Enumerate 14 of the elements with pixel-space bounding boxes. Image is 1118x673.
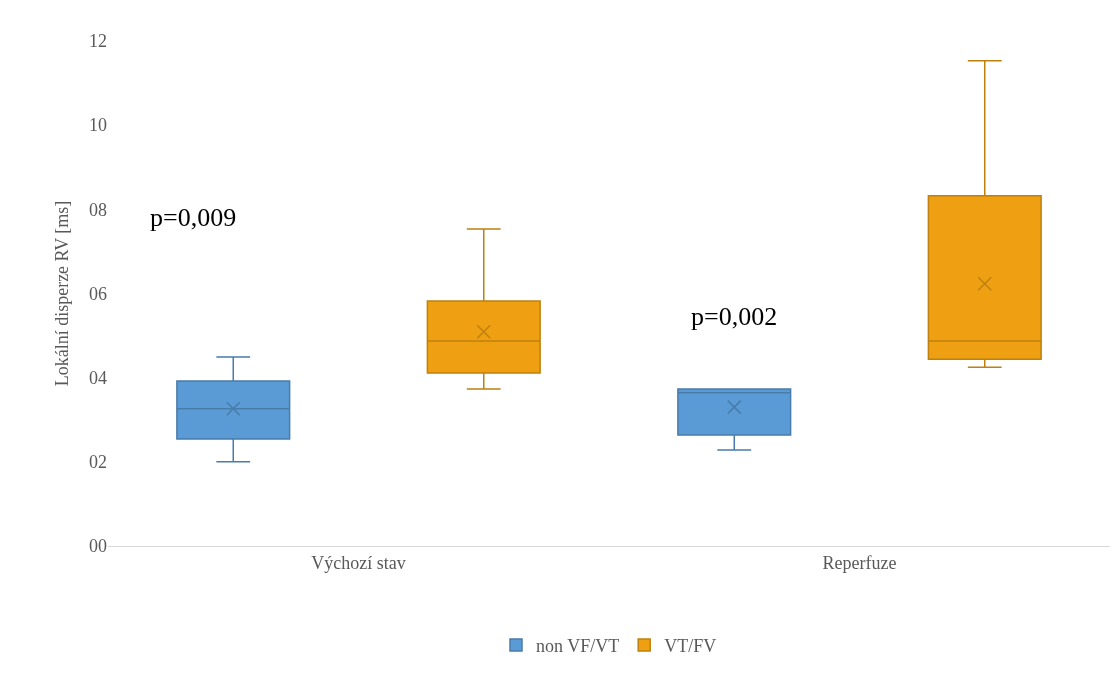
y-tick-label: 04 — [89, 367, 107, 388]
y-tick-label: 08 — [89, 199, 107, 220]
y-tick-label: 00 — [89, 536, 107, 557]
y-tick-label: 12 — [89, 31, 107, 52]
annotation: p=0,002 — [691, 302, 778, 331]
y-axis-title: Lokální disperze RV [ms] — [52, 200, 73, 387]
x-tick-label: Výchozí stav — [311, 552, 406, 573]
x-tick-label: Reperfuze — [822, 552, 897, 573]
legend-label: VT/FV — [664, 636, 717, 657]
y-tick-label: 02 — [89, 452, 107, 473]
legend-label: non VF/VT — [536, 636, 620, 657]
annotation: p=0,009 — [150, 203, 237, 232]
y-tick-label: 10 — [89, 115, 107, 136]
y-tick-label: 06 — [89, 283, 107, 304]
